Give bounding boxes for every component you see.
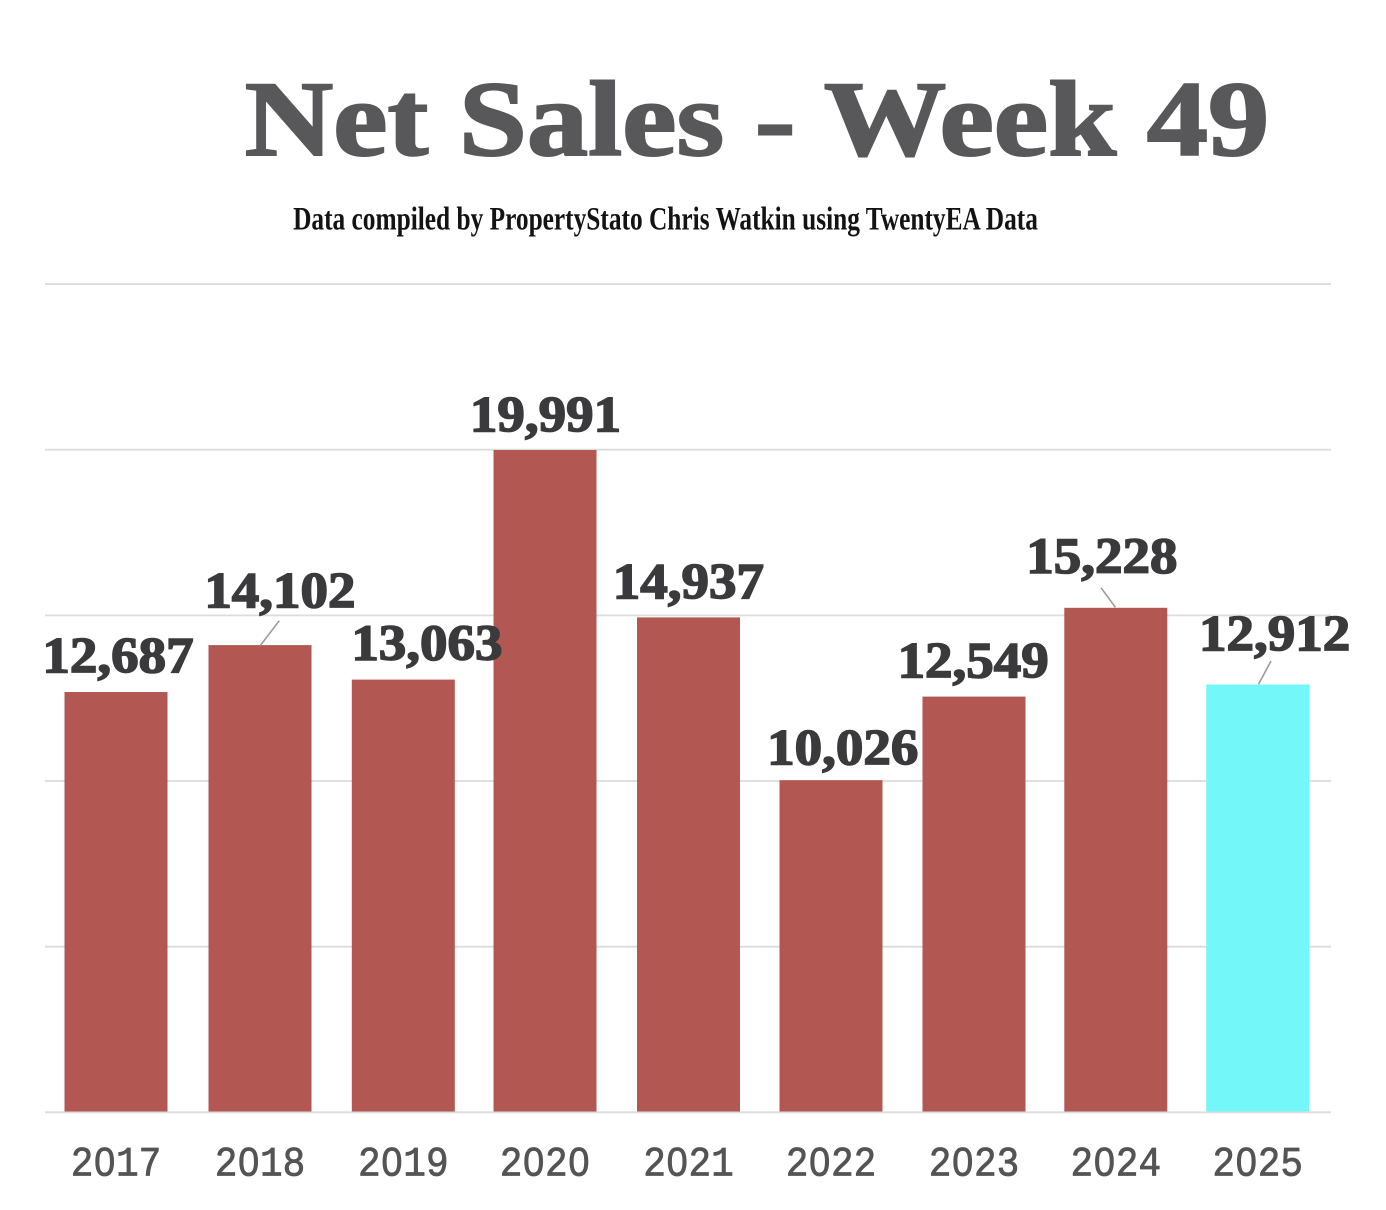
svg-text:14,937: 14,937 <box>613 554 764 610</box>
svg-text:14,102: 14,102 <box>204 563 355 619</box>
svg-text:2021: 2021 <box>643 1141 734 1188</box>
svg-text:Data compiled by PropertyStato: Data compiled by PropertyStato Chris Wat… <box>293 201 1038 237</box>
svg-text:2022: 2022 <box>786 1141 877 1188</box>
svg-text:2024: 2024 <box>1070 1141 1161 1188</box>
svg-text:10,026: 10,026 <box>767 720 918 776</box>
svg-text:2023: 2023 <box>929 1141 1020 1188</box>
svg-text:15,228: 15,228 <box>1026 529 1177 585</box>
svg-text:19,991: 19,991 <box>470 387 621 443</box>
svg-text:2018: 2018 <box>215 1141 306 1188</box>
svg-text:12,687: 12,687 <box>42 628 193 684</box>
svg-text:2019: 2019 <box>358 1141 449 1188</box>
svg-text:13,063: 13,063 <box>351 616 502 672</box>
svg-text:12,912: 12,912 <box>1199 606 1350 662</box>
svg-text:2025: 2025 <box>1212 1141 1303 1188</box>
svg-text:12,549: 12,549 <box>898 633 1049 689</box>
svg-text:Net Sales - Week 49: Net Sales - Week 49 <box>245 60 1269 178</box>
svg-text:2017: 2017 <box>71 1141 162 1188</box>
